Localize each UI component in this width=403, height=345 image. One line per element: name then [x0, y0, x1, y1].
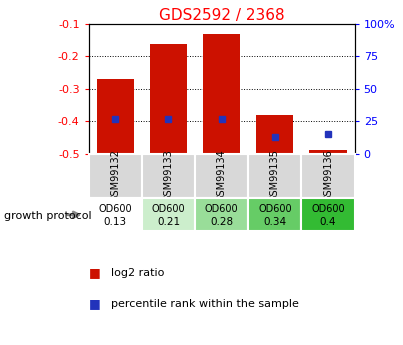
Text: GSM99136: GSM99136: [323, 149, 333, 202]
Text: percentile rank within the sample: percentile rank within the sample: [111, 299, 299, 308]
Bar: [248, 198, 301, 231]
Bar: [97, 79, 134, 154]
Text: OD600: OD600: [205, 204, 239, 214]
Text: 0.28: 0.28: [210, 217, 233, 227]
Bar: [301, 154, 355, 198]
Text: GSM99132: GSM99132: [110, 149, 120, 202]
Text: growth protocol: growth protocol: [4, 211, 91, 220]
Text: log2 ratio: log2 ratio: [111, 268, 164, 277]
Text: 0.4: 0.4: [320, 217, 336, 227]
Bar: [248, 154, 301, 198]
Text: OD600: OD600: [258, 204, 292, 214]
Text: 0.13: 0.13: [104, 217, 127, 227]
Text: OD600: OD600: [98, 204, 132, 214]
Text: GSM99134: GSM99134: [217, 149, 226, 202]
Bar: [142, 154, 195, 198]
Text: 0.21: 0.21: [157, 217, 180, 227]
Text: GSM99135: GSM99135: [270, 149, 280, 202]
Title: GDS2592 / 2368: GDS2592 / 2368: [159, 8, 285, 23]
Bar: [150, 43, 187, 154]
Text: GSM99133: GSM99133: [164, 149, 173, 202]
Bar: [89, 154, 142, 198]
Bar: [256, 115, 293, 154]
Text: 0.34: 0.34: [263, 217, 287, 227]
Text: ■: ■: [89, 266, 100, 279]
Bar: [195, 198, 248, 231]
Text: OD600: OD600: [311, 204, 345, 214]
Bar: [195, 154, 248, 198]
Bar: [89, 198, 142, 231]
Text: ■: ■: [89, 297, 100, 310]
Bar: [310, 150, 347, 154]
Bar: [203, 34, 240, 154]
Bar: [142, 198, 195, 231]
Bar: [301, 198, 355, 231]
Text: OD600: OD600: [152, 204, 185, 214]
